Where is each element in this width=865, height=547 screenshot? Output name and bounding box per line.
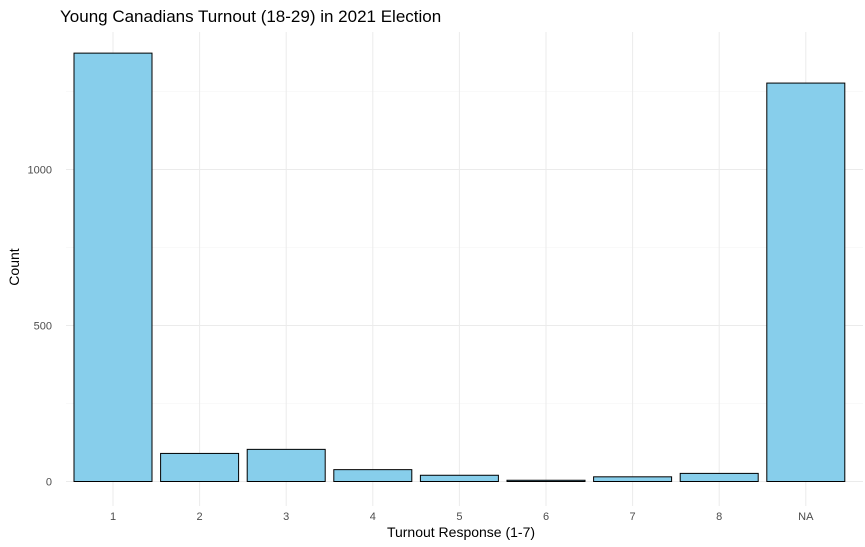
- bar-na: [766, 82, 846, 483]
- x-tick-label: 5: [456, 511, 462, 523]
- y-tick-label: 0: [46, 477, 52, 489]
- x-tick-label: 3: [283, 511, 289, 523]
- x-tick-label: NA: [798, 511, 814, 523]
- bar-6: [506, 479, 586, 483]
- x-axis-title: Turnout Response (1-7): [387, 524, 535, 540]
- bar-1: [73, 52, 153, 483]
- bar-2: [160, 452, 240, 483]
- bar-7: [593, 476, 673, 483]
- x-tick-label: 6: [543, 511, 549, 523]
- x-tick-label: 4: [370, 511, 376, 523]
- bar-8: [679, 472, 759, 483]
- y-tick-label: 500: [34, 321, 52, 333]
- x-tick-label: 7: [630, 511, 636, 523]
- bar-5: [419, 474, 499, 483]
- gridlines: [66, 32, 863, 506]
- x-tick-labels: 1 2 3 4 5 6 7 8 NA: [110, 511, 814, 523]
- chart-title: Young Canadians Turnout (18-29) in 2021 …: [60, 7, 441, 26]
- y-axis-title: Count: [6, 248, 22, 285]
- bars: [73, 52, 846, 483]
- bar-4: [333, 469, 413, 483]
- y-tick-labels: 0 500 1000: [28, 165, 52, 489]
- x-tick-label: 8: [716, 511, 722, 523]
- bar-3: [246, 448, 326, 483]
- y-tick-label: 1000: [28, 165, 52, 177]
- x-tick-label: 2: [197, 511, 203, 523]
- x-tick-label: 1: [110, 511, 116, 523]
